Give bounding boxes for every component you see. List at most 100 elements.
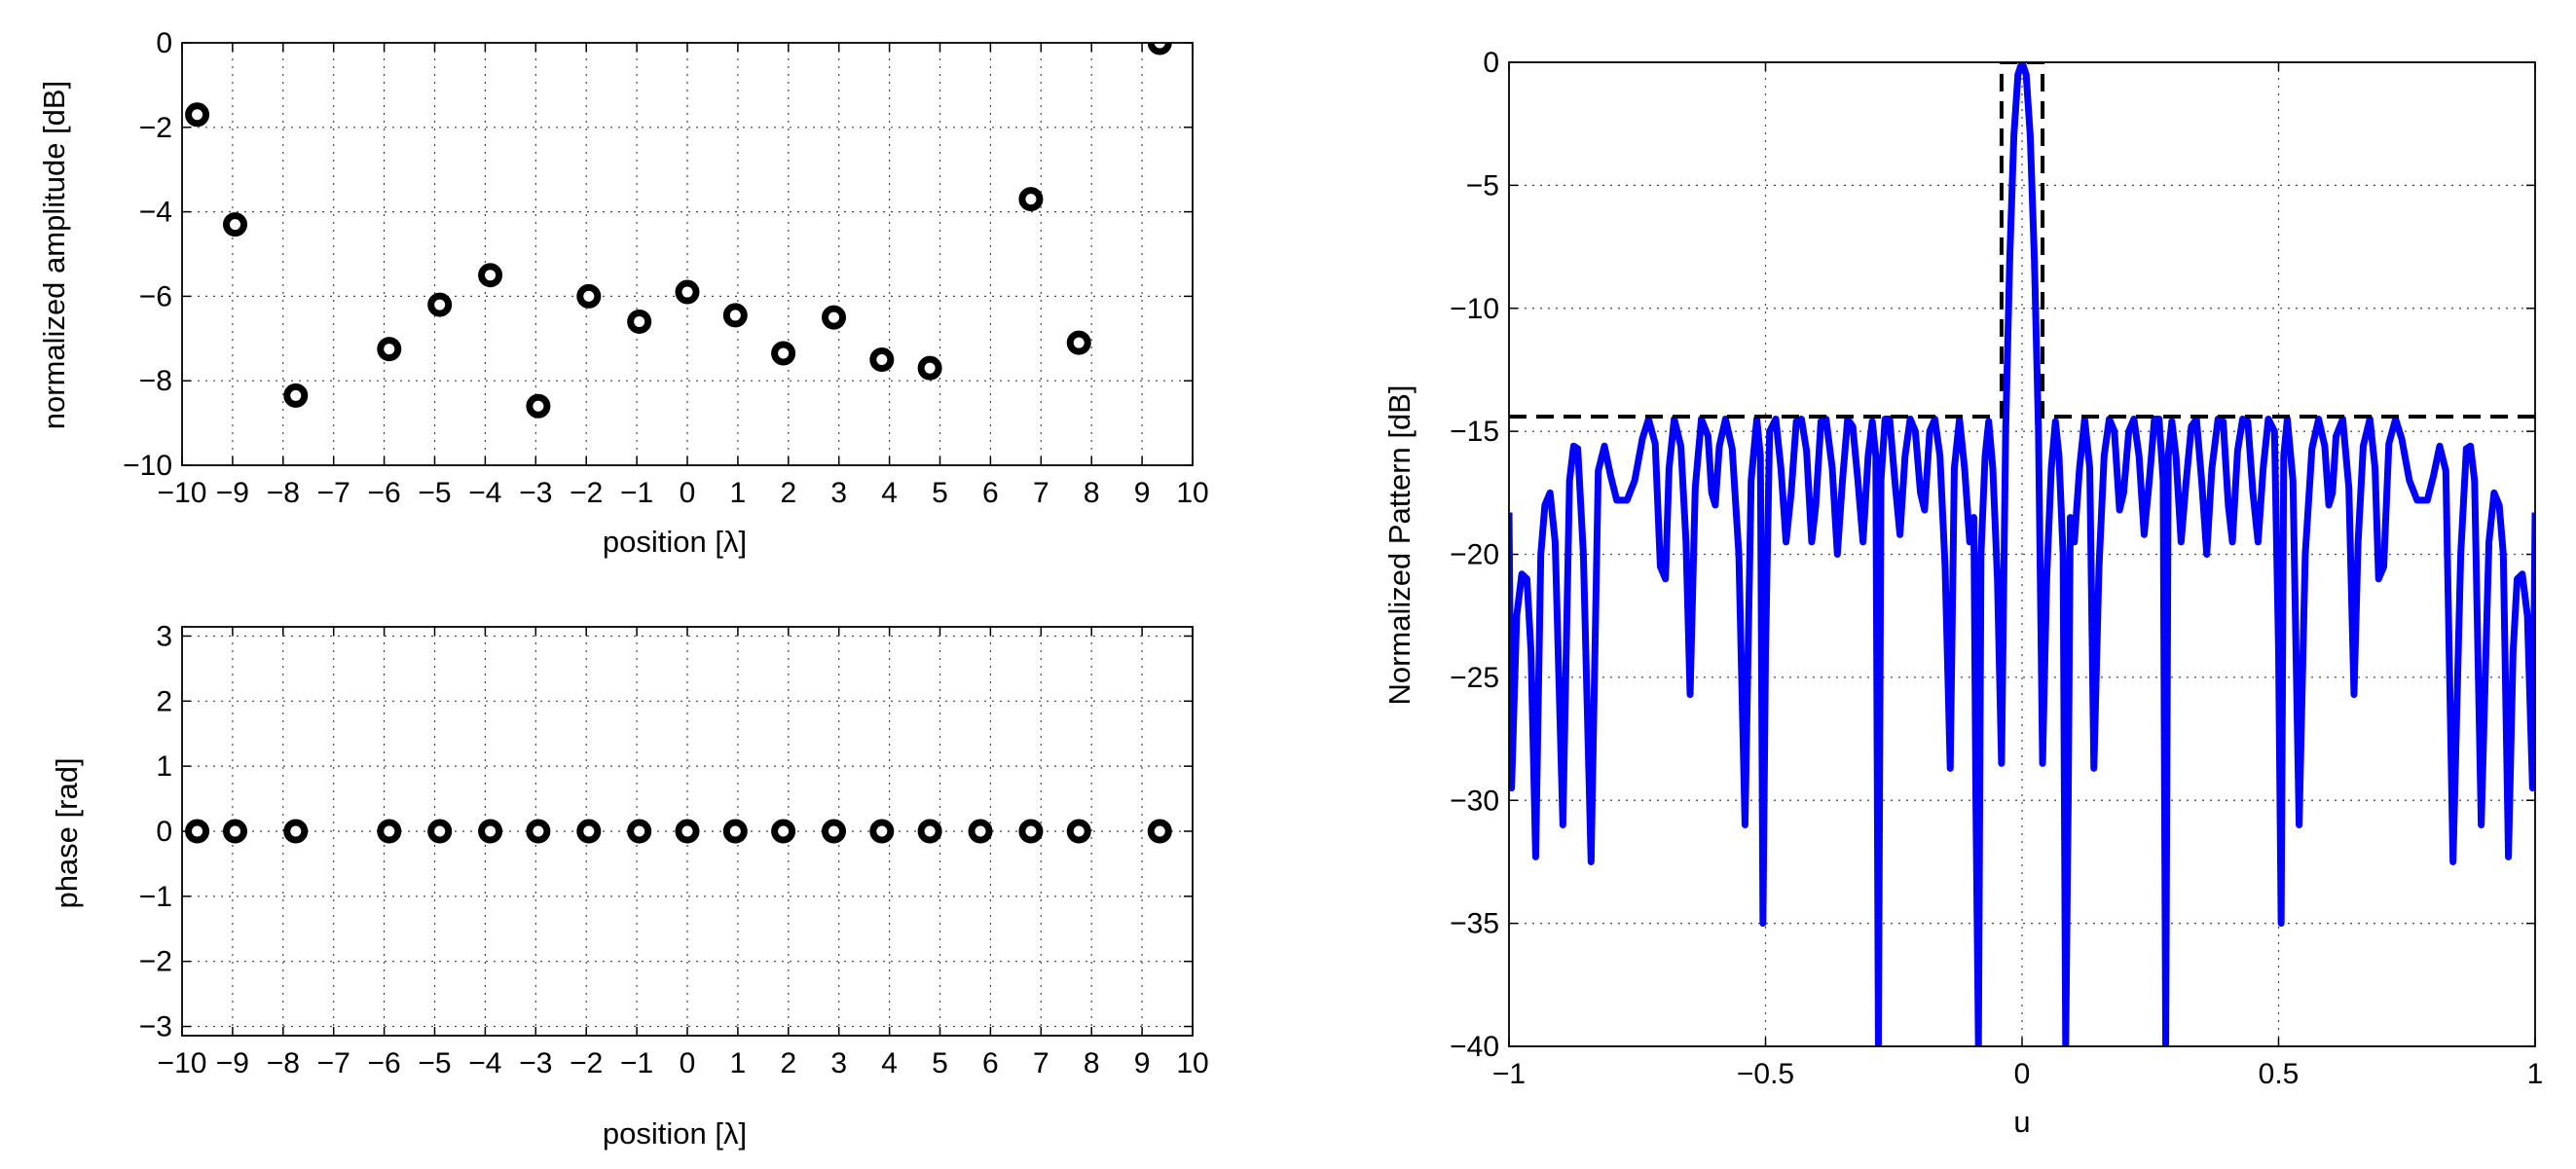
pattern-ytick-label: −35 [1450,908,1499,940]
pattern-ytick-label: −20 [1450,539,1499,571]
amplitude-xtick-label: 10 [1176,477,1208,509]
amplitude-point [771,341,796,366]
pattern-ytick-label: −25 [1450,662,1499,694]
amplitude-xtick-label: −9 [216,477,249,509]
amplitude-ytick-label: −6 [139,280,172,312]
phase-xtick-label: 1 [730,1047,747,1079]
amplitude-point [1147,43,1172,55]
pattern-xtick-label: −0.5 [1737,1058,1794,1090]
phase-ytick-label: 3 [156,620,172,652]
pattern-ytick-label: 0 [1483,47,1499,79]
phase-ytick-label: 2 [156,685,172,717]
phase-xtick-label: −3 [519,1047,552,1079]
phase-axes-frame [181,626,1194,1037]
amplitude-point [627,309,652,334]
phase-point [822,819,847,844]
amplitude-xtick-label: −10 [158,477,207,509]
amplitude-xtick-label: 0 [680,477,696,509]
phase-point [675,819,700,844]
phase-point [377,819,402,844]
phase-xtick-label: 6 [982,1047,999,1079]
amplitude-point [283,383,309,408]
pattern-ytick-label: −10 [1450,293,1499,325]
amplitude-point [675,279,700,305]
phase-xtick-label: −9 [216,1047,249,1079]
amplitude-ytick-label: 0 [156,27,172,59]
amplitude-xtick-label: 7 [1033,477,1049,509]
phase-xtick-label: −7 [317,1047,350,1079]
amplitude-point [576,283,602,309]
phase-data [185,819,1172,844]
amplitude-ytick-label: −2 [139,112,172,144]
amplitude-point [377,337,402,362]
pattern-data [1509,62,2535,1046]
pattern-panel: −1 −0.5 0 0.5 1 −40 −35 −30 −25 −20 −15 −10 −5 0 [1450,47,2543,1090]
amplitude-axes-frame [181,42,1194,466]
phase-xtick-label: −10 [158,1047,207,1079]
pattern-ytick-label: −30 [1450,785,1499,817]
amplitude-point [185,102,210,128]
pattern-xtick-label: 1 [2527,1058,2544,1090]
phase-xtick-label: −6 [367,1047,400,1079]
amplitude-point [1018,187,1044,212]
phase-point [869,819,895,844]
phase-panel: −10 −9 −8 −7 −6 −5 −4 −3 −2 −1 0 1 2 3 4 5 6 7 8 9 10−3−2−10… [139,620,1209,1079]
pattern-axes-frame [1508,61,2536,1047]
amplitude-xtick-label: 4 [881,477,898,509]
amplitude-panel: −10 −9 −8 −7 −6 −5 −4 −3 −2 −1 0 1 2 3 4 5 6 7 8 9 10−10−8−6… [123,27,1209,509]
pattern-xtick-label: 0.5 [2259,1058,2300,1090]
amplitude-ytick-label: −8 [139,365,172,397]
phase-xtick-label: −5 [418,1047,451,1079]
phase-xtick-label: 10 [1176,1047,1208,1079]
amplitude-point [478,263,503,288]
phase-ylabel: phase [rad] [50,757,84,908]
amplitude-point [869,347,895,372]
phase-ytick-label: −2 [139,946,172,978]
phase-xtick-label: 5 [932,1047,948,1079]
phase-ytick-label: 1 [156,750,172,783]
amplitude-point [222,212,247,237]
phase-xlabel: position [λ] [603,1116,747,1151]
pattern-ytick-label: −5 [1466,169,1499,201]
amplitude-xtick-label: −2 [570,477,603,509]
phase-xtick-label: 9 [1134,1047,1151,1079]
phase-point [627,819,652,844]
amplitude-xtick-label: −4 [468,477,501,509]
amplitude-xtick-label: −5 [418,477,451,509]
pattern-xlabel: u [2013,1105,2030,1139]
amplitude-xtick-label: −1 [620,477,653,509]
amplitude-ytick-label: −4 [139,197,172,229]
phase-point [1066,819,1091,844]
phase-xtick-label: 4 [881,1047,898,1079]
phase-xtick-label: 0 [680,1047,696,1079]
phase-point [1147,819,1172,844]
phase-xtick-label: 2 [780,1047,796,1079]
phase-xtick-label: 8 [1084,1047,1100,1079]
phase-point [917,819,942,844]
pattern-ytick-label: −40 [1450,1031,1499,1063]
phase-xtick-label: −2 [570,1047,603,1079]
amplitude-point [526,393,551,419]
phase-point [283,819,309,844]
pattern-xtick-label: 0 [2014,1058,2031,1090]
amplitude-ylabel: normalized amplitude [dB] [37,81,71,429]
phase-point [722,819,748,844]
amplitude-xtick-label: 5 [932,477,948,509]
phase-xtick-label: 7 [1033,1047,1049,1079]
amplitude-point [427,292,453,317]
phase-ytick-label: 0 [156,816,172,848]
phase-point [1018,819,1044,844]
amplitude-xtick-label: −6 [367,477,400,509]
amplitude-point [917,355,942,381]
amplitude-xtick-label: 2 [780,477,796,509]
phase-xtick-label: −1 [620,1047,653,1079]
phase-point [427,819,453,844]
phase-ytick-label: −3 [139,1011,172,1043]
pattern-ylabel: Normalized Pattern [dB] [1382,384,1417,705]
phase-xtick-label: 3 [830,1047,847,1079]
amplitude-ytick-label: −10 [123,450,172,482]
phase-xtick-label: −4 [468,1047,501,1079]
pattern-ytick-label: −15 [1450,416,1499,448]
amplitude-xtick-label: 9 [1134,477,1151,509]
